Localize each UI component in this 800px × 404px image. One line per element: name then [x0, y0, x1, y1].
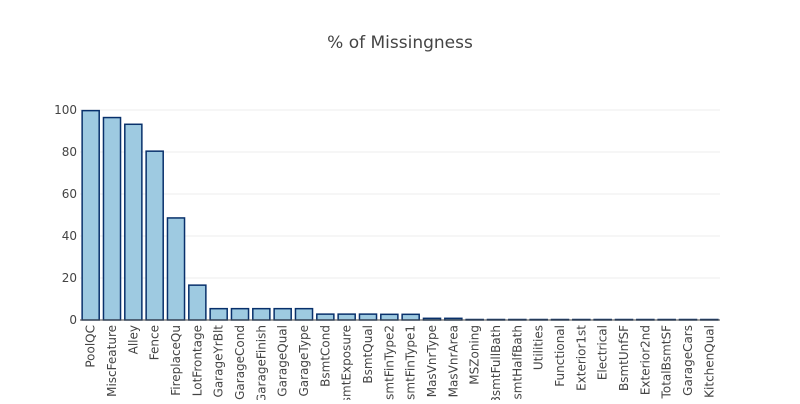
- x-tick-label: LotFrontage: [190, 325, 204, 396]
- bar-BsmtFinType1: [401, 313, 420, 321]
- x-tick-label: GarageCond: [233, 325, 247, 400]
- bar-FireplaceQu: [166, 217, 186, 321]
- x-tick-label: GarageQual: [276, 325, 290, 397]
- x-tick-label: GarageFinish: [254, 325, 268, 400]
- bar-GarageQual: [273, 307, 292, 321]
- bar-GarageYrBlt: [209, 307, 228, 321]
- x-tick-label: MiscFeature: [105, 325, 119, 397]
- y-tick-label: 60: [62, 187, 77, 201]
- x-tick-label: MasVnrType: [425, 325, 439, 397]
- gridlines: [80, 109, 720, 279]
- bar-BsmtQual: [358, 313, 378, 321]
- bar-BsmtFinType2: [380, 313, 399, 321]
- bar-BsmtCond: [316, 313, 335, 321]
- x-tick-label: BsmtUnfSF: [617, 325, 631, 391]
- x-tick-label: GarageCars: [681, 325, 695, 396]
- bars: [81, 109, 719, 321]
- x-tick-label: Functional: [553, 325, 567, 387]
- x-tick-label: BsmtCond: [318, 325, 332, 387]
- bar-GarageCond: [230, 307, 250, 321]
- x-tick-label: BsmtExposure: [340, 325, 354, 400]
- x-tick-label: TotalBsmtSF: [660, 325, 674, 400]
- chart-title: % of Missingness: [327, 33, 473, 53]
- x-tick-label: BsmtFinType2: [382, 325, 396, 400]
- y-tick-label: 80: [62, 145, 77, 159]
- x-tick-label: MSZoning: [468, 325, 482, 385]
- y-tick-label: 40: [62, 229, 77, 243]
- bar-BsmtExposure: [337, 313, 356, 321]
- x-tick-label: Exterior2nd: [638, 325, 652, 395]
- x-tick-label: BsmtFullBath: [489, 325, 503, 400]
- bar-MiscFeature: [102, 116, 122, 321]
- x-tick-label: BsmtFinType1: [404, 325, 418, 400]
- x-tick-label: Utilities: [532, 325, 546, 370]
- bar-GarageType: [294, 307, 314, 321]
- y-tick-label: 0: [69, 313, 77, 327]
- x-tick-label: PoolQC: [84, 325, 98, 368]
- y-tick-labels: 0 20 40 60 80 100: [54, 103, 77, 327]
- bar-PoolQC: [81, 109, 100, 321]
- x-tick-label: FireplaceQu: [169, 325, 183, 396]
- bar-Alley: [124, 123, 143, 321]
- x-tick-label: Fence: [148, 325, 162, 360]
- y-tick-label: 100: [54, 103, 77, 117]
- x-tick-label: BsmtQual: [361, 325, 375, 384]
- x-tick-label: MasVnrArea: [446, 325, 460, 397]
- x-tick-label: Alley: [126, 325, 140, 354]
- x-tick-label: GarageType: [297, 325, 311, 397]
- x-tick-label: BsmtHalfBath: [510, 325, 524, 400]
- x-tick-label: KitchenQual: [702, 325, 716, 398]
- y-tick-label: 20: [62, 271, 77, 285]
- x-tick-label: Electrical: [596, 325, 610, 380]
- bar-LotFrontage: [188, 284, 207, 321]
- x-tick-label: GarageYrBlt: [212, 325, 226, 398]
- bar-Fence: [145, 150, 164, 321]
- bar-GarageFinish: [252, 307, 271, 321]
- x-tick-labels: PoolQC MiscFeature Alley Fence FireplaceQu Lo…: [84, 325, 717, 404]
- x-tick-label: Exterior1st: [574, 325, 588, 391]
